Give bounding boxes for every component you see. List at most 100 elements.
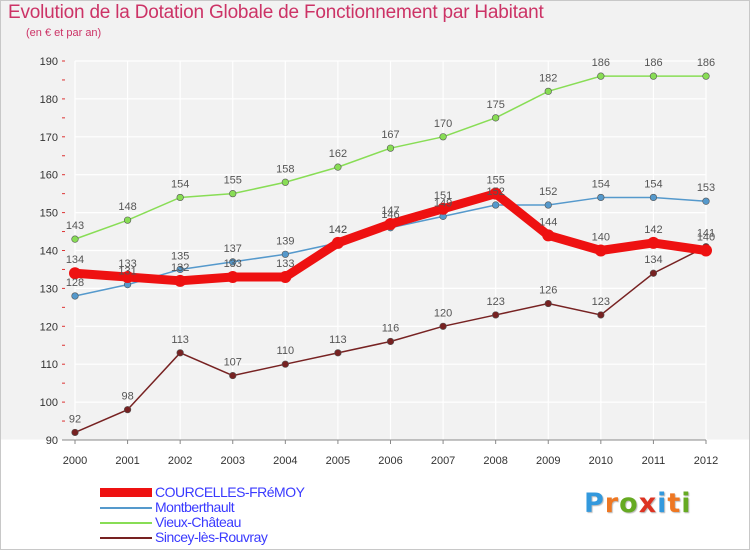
data-label: 155 (486, 175, 504, 187)
x-tick-label: 2002 (168, 455, 192, 467)
data-label: 158 (276, 163, 294, 175)
data-label: 132 (171, 262, 189, 274)
data-point (281, 360, 289, 368)
x-tick-label: 2008 (483, 455, 507, 467)
logo-letter: t (667, 488, 682, 519)
data-label: 147 (381, 205, 399, 217)
data-point (334, 349, 342, 357)
data-label: 140 (697, 232, 715, 244)
data-point (492, 311, 500, 319)
data-point (331, 236, 344, 249)
data-point (176, 265, 184, 274)
data-label: 146 (381, 209, 399, 221)
data-label: 128 (66, 277, 84, 289)
proxiti-logo: Proxiti (584, 488, 692, 519)
data-point (226, 271, 239, 284)
data-point (597, 193, 605, 202)
legend-label: Vieux-Château (155, 514, 241, 530)
data-point (649, 193, 658, 202)
data-label: 92 (69, 413, 81, 425)
data-label: 152 (539, 186, 557, 198)
data-label: 153 (697, 182, 715, 194)
data-label: 142 (329, 224, 347, 236)
data-point (176, 349, 184, 357)
data-label: 139 (276, 235, 294, 247)
data-point (229, 190, 237, 198)
chart-title: Evolution de la Dotation Globale de Fonc… (8, 2, 544, 23)
data-label: 135 (171, 250, 189, 262)
legend-label: COURCELLES-FRéMOY (155, 484, 305, 500)
logo-letter: i (657, 488, 668, 519)
data-label: 113 (171, 334, 189, 346)
data-label: 144 (539, 216, 557, 228)
x-tick-label: 2000 (63, 455, 87, 467)
y-tick-label: 100 (40, 397, 58, 409)
data-label: 152 (486, 186, 504, 198)
data-label: 154 (592, 178, 610, 190)
data-point (123, 406, 132, 414)
data-point (71, 292, 79, 300)
data-point (386, 337, 395, 346)
x-tick-label: 2006 (378, 455, 402, 467)
data-label: 133 (276, 258, 294, 270)
logo-letter: r (604, 488, 620, 519)
data-point (437, 202, 450, 215)
data-label: 175 (486, 99, 504, 111)
data-point (123, 216, 132, 224)
data-label: 162 (329, 148, 347, 160)
data-label: 134 (644, 254, 662, 266)
data-point (489, 187, 502, 200)
data-label: 120 (434, 307, 452, 319)
data-point (386, 144, 395, 152)
y-tick-label: 170 (40, 132, 58, 144)
data-point (492, 114, 500, 122)
legend-label: Montberthault (155, 499, 235, 515)
y-tick-label: 160 (40, 170, 58, 182)
legend-swatch (100, 522, 152, 524)
data-label: 134 (66, 254, 84, 266)
data-label: 148 (118, 201, 136, 213)
data-label: 186 (697, 57, 715, 69)
data-label: 143 (66, 220, 84, 232)
y-tick-label: 150 (40, 208, 58, 220)
logo-letter: o (619, 488, 639, 519)
x-tick-label: 2007 (431, 455, 455, 467)
data-label: 154 (644, 178, 662, 190)
data-label: 142 (329, 224, 347, 236)
data-point (542, 229, 555, 242)
legend-label: Sincey-lès-Rouvray (155, 529, 268, 545)
data-point (281, 178, 289, 186)
data-point (176, 193, 184, 202)
data-label: 186 (644, 57, 662, 69)
legend-swatch (100, 507, 152, 509)
data-point (71, 235, 79, 243)
data-label: 133 (118, 258, 136, 270)
chart-subtitle: (en € et par an) (26, 27, 102, 39)
data-point (334, 163, 342, 171)
data-label: 123 (486, 296, 504, 308)
data-point (702, 197, 710, 205)
data-point (544, 87, 552, 95)
data-point (229, 258, 237, 266)
logo-letter: i (681, 488, 692, 519)
data-point (121, 271, 134, 284)
data-label: 141 (697, 228, 715, 240)
data-point (647, 236, 660, 249)
data-label: 137 (224, 243, 242, 255)
data-point (281, 250, 289, 258)
x-tick-label: 2003 (221, 455, 245, 467)
x-tick-label: 2009 (536, 455, 560, 467)
data-point (700, 244, 712, 257)
data-label: 140 (592, 232, 610, 244)
data-label: 107 (224, 357, 242, 369)
data-label: 131 (118, 266, 136, 278)
y-tick-label: 110 (40, 359, 58, 371)
legend-swatch (100, 537, 152, 539)
data-point (439, 322, 447, 330)
data-label: 142 (644, 224, 662, 236)
axis-layer: 90 100 110 120 130 140 150 160 170 180 190 2000 2001… (40, 56, 719, 467)
data-point (174, 274, 187, 287)
data-label: 149 (434, 197, 452, 209)
data-label: 123 (592, 296, 610, 308)
